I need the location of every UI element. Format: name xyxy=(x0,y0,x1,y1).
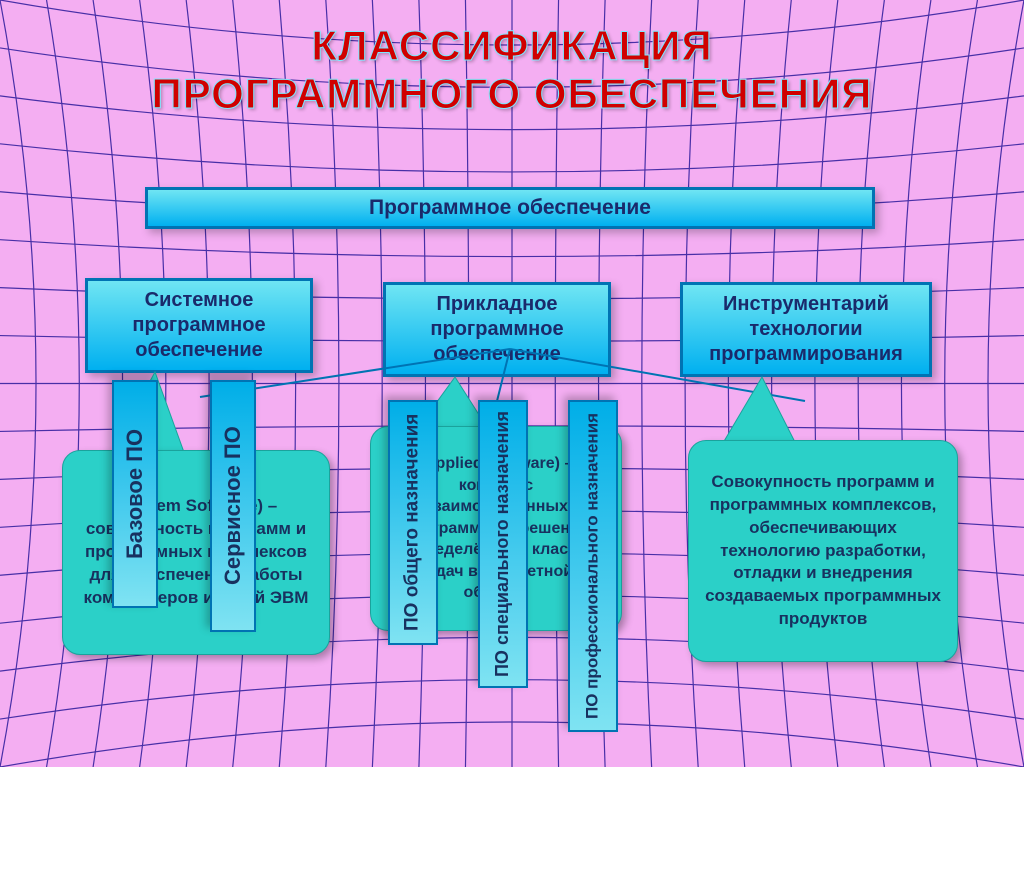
vtab-spec: ПО специального назначения xyxy=(478,400,528,688)
callout-tool-desc: Совокупность программ и программных комп… xyxy=(688,440,958,662)
vtab-serv: Сервисное ПО xyxy=(210,380,256,632)
vtab-prof: ПО профессионального назначения xyxy=(568,400,618,732)
vtab-gen: ПО общего назначения xyxy=(388,400,438,645)
vtab-base: Базовое ПО xyxy=(112,380,158,608)
callout-sys-desc: (System Software) – совокупность програм… xyxy=(62,450,330,655)
